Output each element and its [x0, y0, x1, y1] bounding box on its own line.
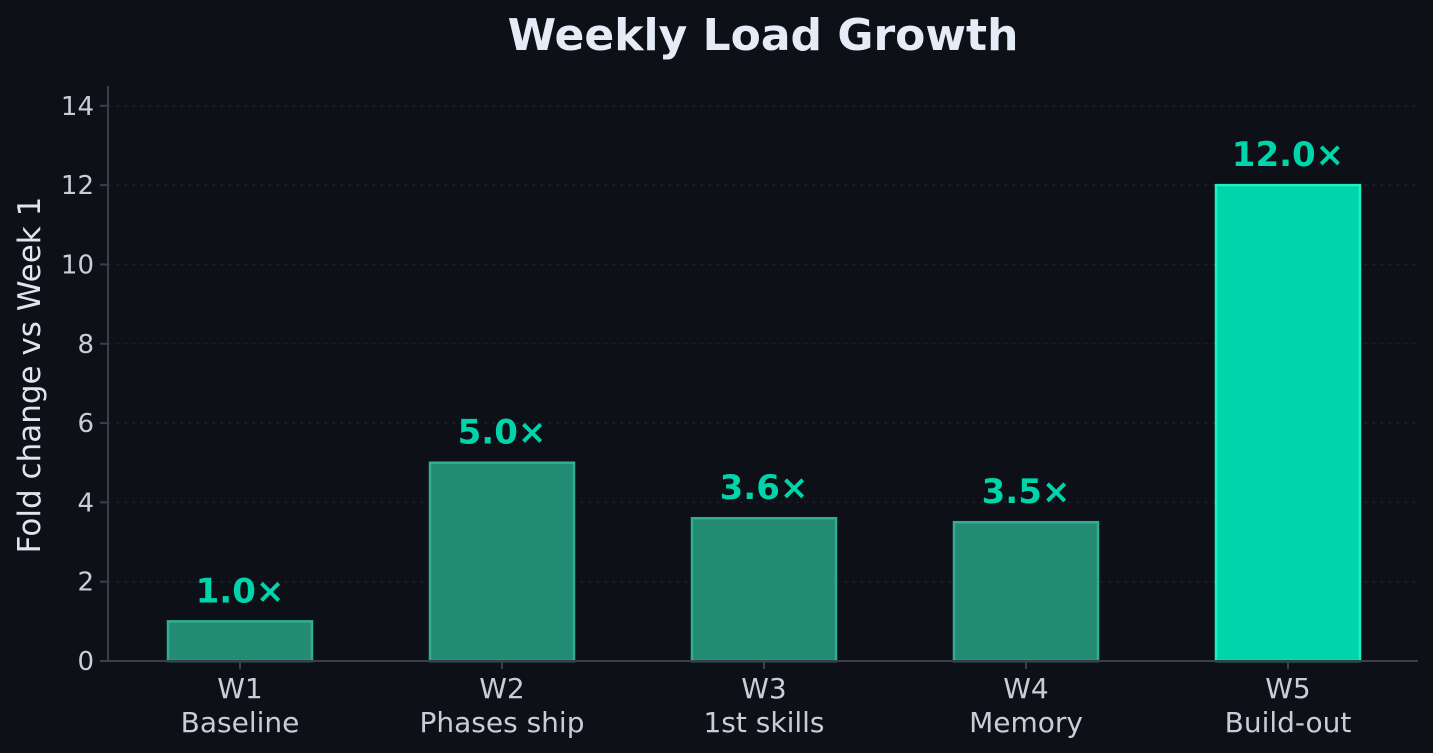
y-ticks: 0 2 4 6 8 10 12 14	[61, 92, 108, 677]
bars	[166, 183, 1362, 663]
x-tick-phase: Memory	[969, 706, 1083, 739]
bar-w2	[428, 461, 576, 663]
data-label: 3.6×	[720, 468, 809, 508]
y-tick-label: 2	[77, 568, 94, 598]
x-tick-phase: Phases ship	[420, 706, 585, 739]
data-label: 5.0×	[458, 413, 547, 453]
x-tick-phase: Build-out	[1225, 706, 1352, 739]
y-tick-label: 6	[77, 409, 94, 439]
y-tick-label: 12	[61, 171, 94, 201]
bar-w1	[166, 620, 314, 663]
y-tick-label: 0	[77, 647, 94, 677]
data-label: 1.0×	[196, 571, 285, 611]
y-tick-label: 14	[61, 92, 94, 122]
grid-lines	[108, 105, 1418, 583]
x-tick-week: W4	[1003, 672, 1049, 705]
y-tick-label: 4	[77, 488, 94, 518]
data-label: 3.5×	[982, 472, 1071, 512]
x-tick-phase: 1st skills	[703, 706, 824, 739]
data-label: 12.0×	[1232, 135, 1344, 175]
bar-w3	[690, 516, 838, 663]
x-tick-phase: Baseline	[181, 706, 300, 739]
data-labels: 1.0× 5.0× 3.6× 3.5× 12.0×	[196, 135, 1345, 611]
x-tick-week: W1	[217, 672, 263, 705]
y-tick-label: 10	[61, 250, 94, 280]
y-axis-label: Fold change vs Week 1	[12, 197, 48, 554]
x-tick-week: W5	[1265, 672, 1311, 705]
y-tick-label: 8	[77, 330, 94, 360]
bar-w5	[1214, 183, 1362, 663]
bar-w4	[952, 520, 1100, 663]
x-tick-week: W2	[479, 672, 525, 705]
x-tick-week: W3	[741, 672, 787, 705]
chart-title: Weekly Load Growth	[508, 10, 1019, 61]
